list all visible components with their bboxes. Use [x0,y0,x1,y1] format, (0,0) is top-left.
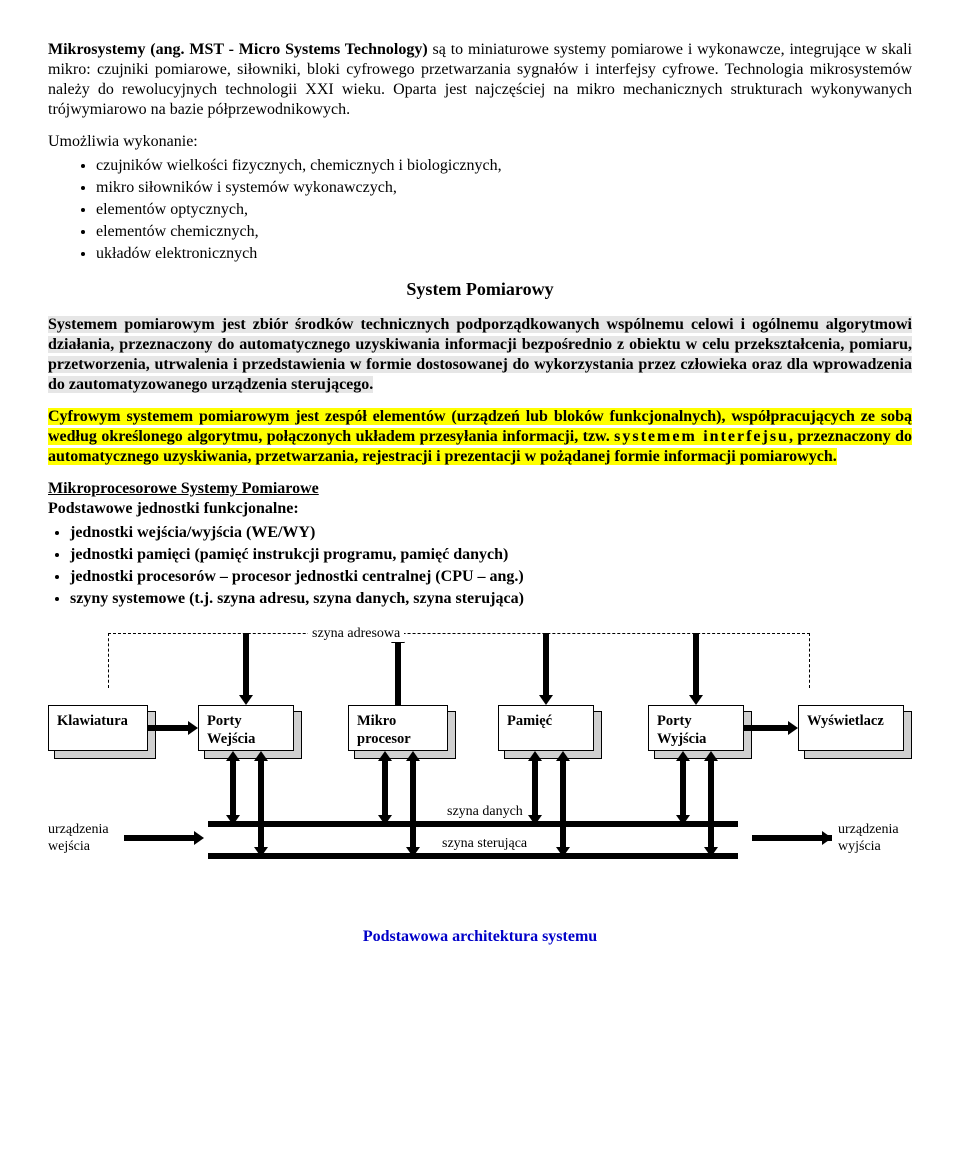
address-bus-label: szyna adresowa [308,625,404,643]
list-item: elementów optycznych, [96,200,912,220]
list-item: jednostki wejścia/wyjścia (WE/WY) [70,523,912,543]
para-grey-highlight: Systemem pomiarowym jest zbiór środków t… [48,315,912,395]
arrow-kb-to-input [148,721,198,735]
arrow-mem-ctrl [556,751,570,857]
arrow-output-to-disp [744,721,798,735]
arrow-input-ctrl [254,751,268,857]
address-bus-line [108,633,810,688]
box-memory: Pamięć [498,705,594,751]
box-output-ports: Porty Wyjścia [648,705,744,751]
arrow-addr-to-input [239,633,253,705]
box-keyboard: Klawiatura [48,705,148,751]
bullets-1: czujników wielkości fizycznych, chemiczn… [48,156,912,264]
box-input-ports: Porty Wejścia [198,705,294,751]
enables-line: Umożliwia wykonanie: [48,132,912,152]
list-item: jednostki procesorów – procesor jednostk… [70,567,912,587]
list-item: szyny systemowe (t.j. szyna adresu, szyn… [70,589,912,609]
list-item: mikro siłowników i systemów wykonawczych… [96,178,912,198]
para-yellow-highlight: Cyfrowym systemem pomiarowym jest zespół… [48,407,912,467]
section-title-system-pomiarowy: System Pomiarowy [48,278,912,301]
bullets-2: jednostki wejścia/wyjścia (WE/WY) jednos… [48,523,912,609]
list-item: elementów chemicznych, [96,222,912,242]
data-bus-line [208,821,738,827]
arrow-mp-data [378,751,392,825]
architecture-diagram: szyna adresowa Klawiatura Porty Wejścia … [48,625,912,915]
arrow-mp-ctrl [406,751,420,857]
arrow-addr-to-output [689,633,703,705]
box-microprocessor: Mikro procesor [348,705,448,751]
arrow-devices-in [124,831,204,845]
list-item: układów elektronicznych [96,244,912,264]
list-item: jednostki pamięci (pamięć instrukcji pro… [70,545,912,565]
list-item: czujników wielkości fizycznych, chemiczn… [96,156,912,176]
intro-lead: Mikrosystemy (ang. MST - Micro Systems T… [48,41,428,58]
intro-paragraph: Mikrosystemy (ang. MST - Micro Systems T… [48,40,912,120]
arrow-devices-out [742,831,832,845]
ctrl-bus-line [208,853,738,859]
arrow-mem-data [528,751,542,825]
arrow-output-ctrl [704,751,718,857]
diagram-caption: Podstawowa architektura systemu [48,927,912,947]
data-bus-label: szyna danych [443,803,527,821]
arrow-addr-to-mem [539,633,553,705]
arrow-mp-to-addr [391,633,405,705]
arrow-input-data [226,751,240,825]
mpsp-heading: Mikroprocesorowe Systemy Pomiarowe Podst… [48,479,912,519]
devices-out-label: urządzenia wyjścia [838,821,899,856]
box-display: Wyświetlacz [798,705,904,751]
ctrl-bus-label: szyna sterująca [438,835,531,853]
devices-in-label: urządzenia wejścia [48,821,109,856]
arrow-output-data [676,751,690,825]
